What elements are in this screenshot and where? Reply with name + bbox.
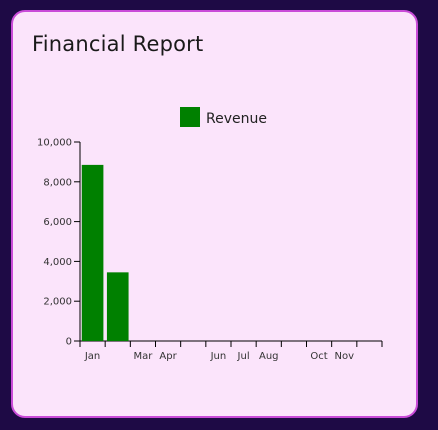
y-tick-label: 2,000 xyxy=(43,297,72,308)
y-tick-label: 10,000 xyxy=(37,138,72,149)
x-tick-label: Nov xyxy=(334,351,354,362)
x-tick-label: Apr xyxy=(159,351,177,362)
chart-legend: Revenue xyxy=(180,107,267,127)
x-tick-label: Oct xyxy=(310,351,327,362)
x-tick-label: Jan xyxy=(84,351,100,362)
y-tick-label: 8,000 xyxy=(43,177,72,188)
bar-revenue-jan[interactable] xyxy=(81,164,104,341)
x-tick-label: Jun xyxy=(210,351,227,362)
bar-revenue-feb[interactable] xyxy=(106,272,129,341)
legend-swatch-revenue xyxy=(180,107,200,127)
x-axis: Jan Mar Apr Jun Jul Aug Oct Nov xyxy=(79,340,383,362)
bar-series xyxy=(81,164,129,341)
y-tick-label: 4,000 xyxy=(43,257,72,268)
legend-label-revenue: Revenue xyxy=(206,111,267,127)
x-tick-label: Aug xyxy=(259,351,279,362)
y-tick-label: 0 xyxy=(66,337,72,348)
y-axis: 0 2,000 4,000 6,000 8,000 10,000 xyxy=(37,138,81,348)
x-tick-label: Jul xyxy=(237,351,250,362)
financial-report-card: Financial Report xyxy=(11,10,418,418)
x-tick-label: Mar xyxy=(133,351,153,362)
y-tick-label: 6,000 xyxy=(43,217,72,228)
card-title: Financial Report xyxy=(32,32,204,56)
